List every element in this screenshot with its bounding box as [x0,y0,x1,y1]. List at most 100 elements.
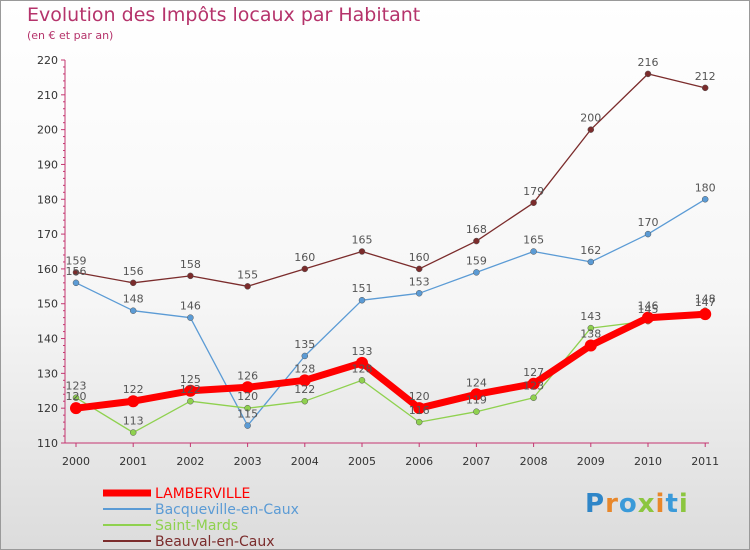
x-tick-label: 2005 [348,455,376,468]
x-tick-label: 2000 [62,455,90,468]
series-point-3 [587,126,595,133]
data-label-2: 143 [580,310,601,323]
data-label-0: 133 [352,345,373,358]
series-line-3 [75,73,706,287]
data-label-2: 120 [237,390,258,403]
series-point-3 [301,265,309,273]
y-tick-label: 220 [37,54,58,67]
series-point-3 [187,272,194,280]
data-label-3: 200 [580,112,601,125]
data-label-0: 146 [638,300,659,313]
series-point-0 [642,311,654,324]
series-point-2 [473,408,480,415]
y-tick-label: 180 [37,193,58,206]
data-label-2: 122 [294,383,315,396]
x-tick-label: 2010 [634,455,662,468]
series-point-2 [301,397,309,405]
series-point-2 [415,418,423,426]
x-tick-label: 2008 [520,455,548,468]
series-point-2 [187,397,194,405]
series-point-1 [530,248,537,255]
data-label-3: 168 [466,223,487,236]
series-point-2 [72,394,80,401]
data-label-3: 212 [695,70,716,83]
data-label-0: 138 [580,328,601,341]
x-tick-label: 2002 [176,455,204,468]
series-point-1 [358,296,366,304]
data-label-3: 216 [638,56,659,69]
series-point-3 [129,279,137,287]
data-label-2: 123 [66,380,87,393]
data-label-3: 156 [123,265,144,278]
y-tick-label: 170 [37,228,58,241]
y-tick-label: 130 [37,367,58,380]
data-label-2: 122 [180,383,201,396]
data-label-2: 128 [352,362,373,375]
data-label-2: 145 [638,303,659,316]
legend-label-2: Saint-Mards [155,518,238,534]
series-point-3 [358,248,366,255]
data-label-0: 126 [237,369,258,382]
y-tick-label: 110 [37,437,58,450]
series-point-1 [644,230,652,238]
data-label-1: 170 [638,216,659,229]
series-point-0 [127,395,140,408]
x-tick-label: 2001 [119,455,147,468]
series-line-0 [75,310,706,412]
data-label-0: 128 [294,362,315,375]
x-tick-label: 2003 [234,455,262,468]
series-line-1 [75,198,706,427]
series-point-2 [530,394,537,401]
data-label-3: 160 [294,251,315,264]
proxiti-logo: Proxiti [585,489,689,519]
x-tick-label: 2007 [462,455,490,468]
series-point-3 [473,237,480,245]
data-label-3: 160 [409,251,430,264]
data-label-3: 155 [237,268,258,281]
series-point-3 [644,70,652,78]
series-point-0 [241,381,254,394]
series-point-3 [415,265,423,273]
data-label-2: 119 [466,394,487,407]
series-point-3 [530,199,537,207]
series-point-1 [587,258,595,266]
x-tick-label: 2006 [405,455,433,468]
data-label-3: 159 [66,254,87,267]
chart-subtitle: (en € et par an) [27,29,114,42]
series-point-3 [701,84,709,92]
series-point-0 [470,388,483,401]
data-label-0: 120 [409,390,430,403]
data-label-1: 153 [409,275,430,288]
data-label-1: 148 [123,293,144,306]
chart-title: Evolution des Impôts locaux par Habitant [27,4,421,26]
series-point-0 [413,402,426,415]
data-label-1: 159 [466,254,487,267]
series-point-1 [701,196,709,203]
series-point-0 [184,384,197,397]
data-label-2: 123 [523,380,544,393]
series-point-1 [187,314,194,321]
series-point-1 [244,422,251,429]
y-tick-label: 210 [37,89,58,102]
series-point-0 [584,339,597,352]
series-point-0 [527,377,540,390]
data-label-0: 122 [123,383,144,396]
data-label-0: 124 [466,376,487,389]
series-line-2 [75,310,706,434]
data-label-2: 116 [409,404,430,417]
data-label-1: 146 [180,300,201,313]
data-label-1: 156 [66,265,87,278]
data-label-2: 113 [123,415,144,428]
data-label-2: 148 [695,293,716,306]
data-label-1: 115 [237,408,258,421]
x-tick-label: 2009 [577,455,605,468]
series-point-1 [473,269,480,276]
y-tick-label: 140 [37,333,58,346]
data-label-3: 179 [523,185,544,198]
series-point-2 [587,324,595,332]
series-point-1 [129,307,137,314]
series-point-1 [415,290,423,297]
data-label-1: 151 [352,282,373,295]
legend-label-1: Bacqueville-en-Caux [155,502,299,518]
